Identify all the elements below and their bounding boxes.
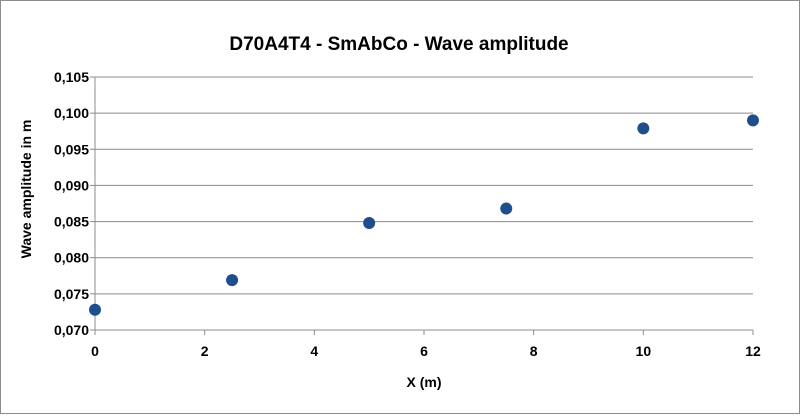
y-tick-label: 0,090 <box>54 177 89 193</box>
x-tick-label: 0 <box>91 343 99 359</box>
data-point <box>500 202 513 215</box>
y-tick-label: 0,085 <box>54 214 89 230</box>
y-tick-label: 0,095 <box>54 141 89 157</box>
data-points <box>89 114 759 316</box>
x-tick-label: 6 <box>420 343 428 359</box>
data-point <box>747 114 759 127</box>
y-tick-label: 0,100 <box>54 105 89 121</box>
y-axis-label: Wave amplitude in m <box>18 120 34 259</box>
x-tick-label: 2 <box>201 343 209 359</box>
x-tick-label: 12 <box>745 343 761 359</box>
chart-title: D70A4T4 - SmAbCo - Wave amplitude <box>229 34 568 55</box>
gridlines <box>90 76 753 331</box>
data-point <box>363 217 376 230</box>
x-axis-label: X (m) <box>407 374 442 390</box>
y-tick-label: 0,070 <box>54 322 89 338</box>
x-tick-label: 10 <box>636 343 652 359</box>
data-point <box>226 274 239 287</box>
x-tick-label: 8 <box>530 343 538 359</box>
y-tick-label: 0,080 <box>54 250 89 266</box>
y-tick-labels: 0,070 0,075 0,080 0,085 0,090 0,095 0,100 0,105 <box>54 69 89 338</box>
y-tick-label: 0,105 <box>54 69 89 85</box>
y-tick-label: 0,075 <box>54 286 89 302</box>
x-tick-label: 4 <box>310 343 318 359</box>
data-point <box>637 122 650 135</box>
data-point <box>89 303 101 316</box>
x-tick-labels: 0 2 4 6 8 10 12 <box>91 343 761 359</box>
axes <box>94 77 754 335</box>
